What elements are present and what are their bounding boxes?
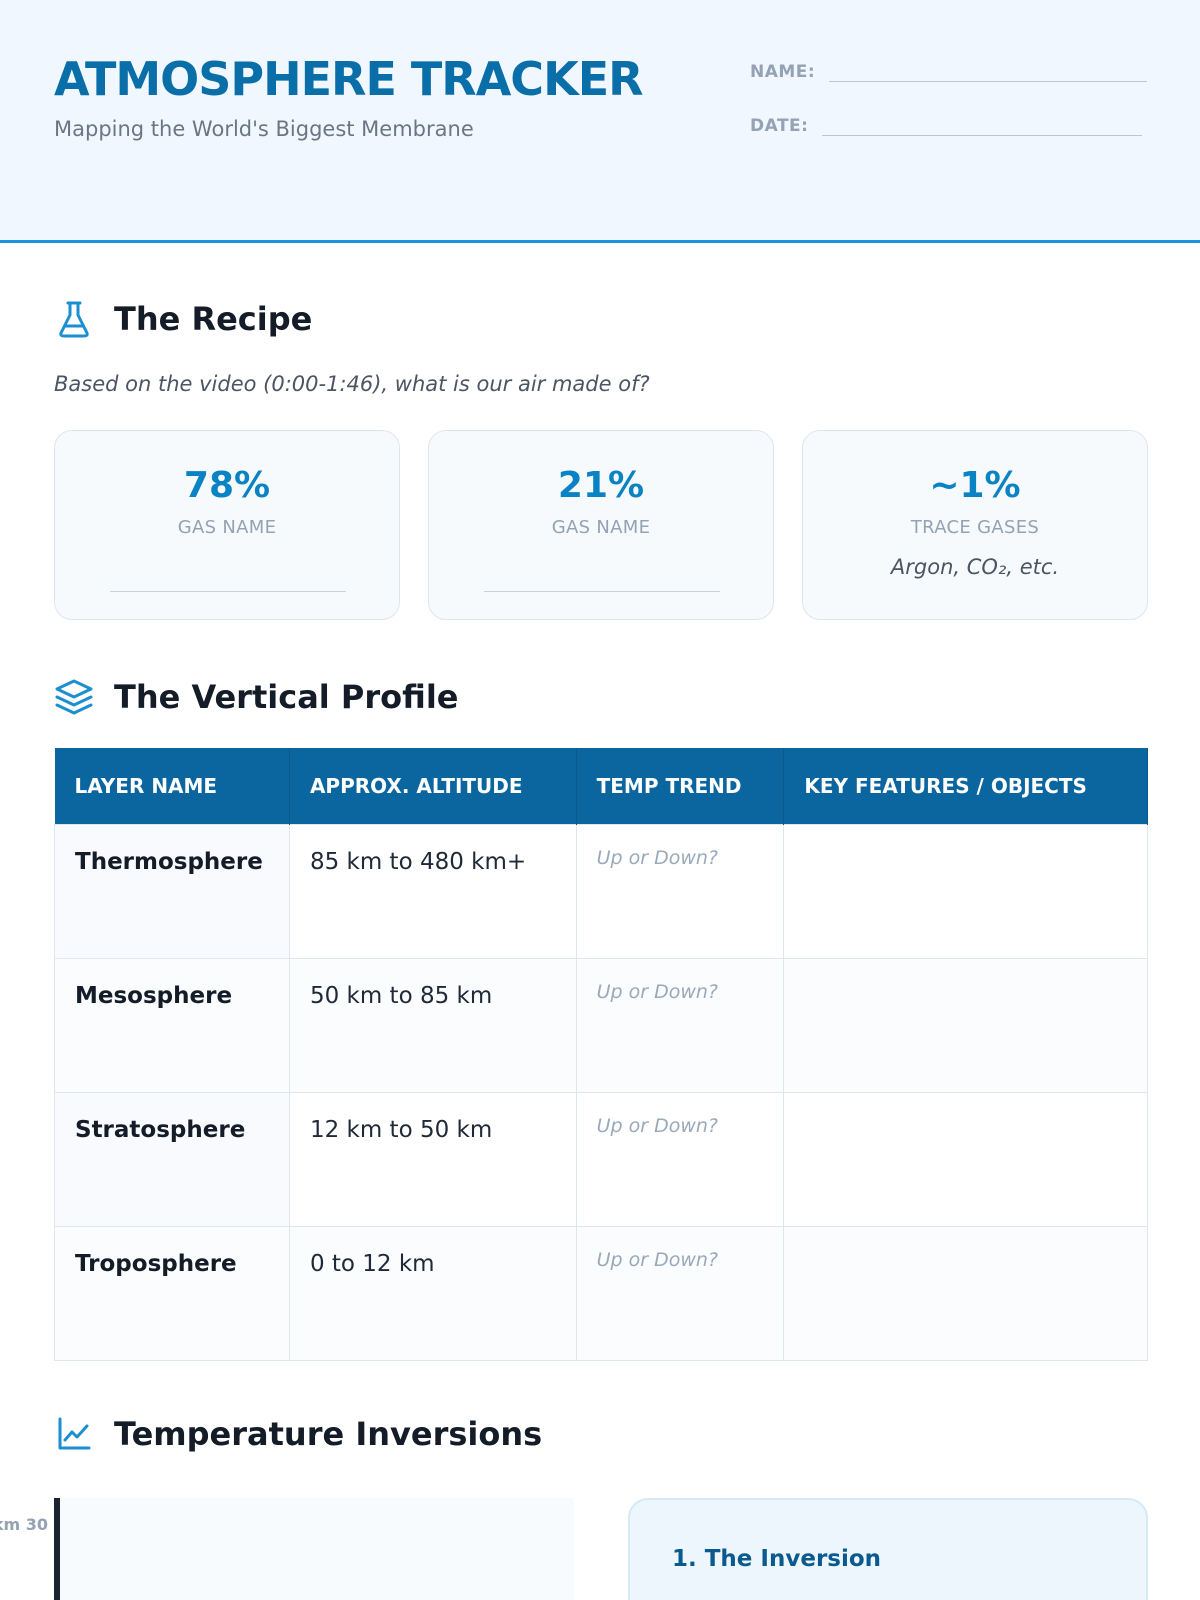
recipe-section-heading: The Recipe (54, 299, 312, 339)
name-input-line[interactable] (829, 62, 1148, 82)
column-header-altitude: APPROX. ALTITUDE (289, 748, 577, 824)
temp-trend-input[interactable]: Up or Down? (575, 957, 785, 1093)
layer-name: Thermosphere (54, 823, 290, 959)
temp-trend-input[interactable]: Up or Down? (575, 823, 785, 959)
temp-trend-input[interactable]: Up or Down? (575, 1225, 785, 1361)
recipe-prompt: Based on the video (0:00-1:46), what is … (54, 372, 650, 396)
features-input[interactable] (783, 957, 1148, 1093)
table-row: Mesosphere 50 km to 85 km Up or Down? (54, 957, 1148, 1093)
inversion-panel: 1. The Inversion (628, 1498, 1148, 1600)
layer-name: Stratosphere (54, 1091, 290, 1227)
table-row: Thermosphere 85 km to 480 km+ Up or Down… (54, 823, 1148, 959)
features-input[interactable] (783, 1225, 1148, 1361)
inversion-graph-area (54, 1498, 574, 1600)
line-chart-icon (54, 1414, 94, 1454)
inversion-panel-title: 1. The Inversion (672, 1546, 882, 1572)
layer-altitude: 85 km to 480 km+ (288, 823, 577, 959)
flask-icon (54, 299, 94, 339)
date-field[interactable]: DATE: (750, 116, 1143, 136)
column-header-layer: LAYER NAME (54, 748, 290, 824)
layer-altitude: 12 km to 50 km (288, 1091, 577, 1227)
gas-cards: 78% GAS NAME 21% GAS NAME ~1% TRACE GASE… (54, 430, 1148, 620)
column-header-temp: TEMP TREND (576, 748, 785, 824)
profile-section-heading: The Vertical Profile (54, 677, 459, 717)
layer-name: Troposphere (54, 1225, 290, 1361)
recipe-title: The Recipe (114, 300, 313, 338)
page-subtitle: Mapping the World's Biggest Membrane (54, 117, 474, 141)
temp-trend-input[interactable]: Up or Down? (575, 1091, 785, 1227)
graph-axis-tick: 30 km (0, 1515, 48, 1534)
gas-percent: ~1% (929, 465, 1021, 506)
inversions-section-heading: Temperature Inversions (54, 1414, 542, 1454)
table-header-row: LAYER NAME APPROX. ALTITUDE TEMP TREND K… (54, 748, 1148, 824)
gas-card-nitrogen: 78% GAS NAME (54, 430, 400, 620)
name-label: NAME: (750, 62, 816, 82)
gas-card-trace: ~1% TRACE GASES Argon, CO₂, etc. (802, 430, 1148, 620)
gas-card-oxygen: 21% GAS NAME (428, 430, 774, 620)
gas-answer-line[interactable] (484, 591, 720, 592)
layers-icon (54, 677, 94, 717)
graph-y-axis (54, 1498, 60, 1600)
trace-gas-note: Argon, CO₂, etc. (890, 555, 1060, 579)
layer-name: Mesosphere (54, 957, 290, 1093)
table-row: Troposphere 0 to 12 km Up or Down? (54, 1225, 1148, 1361)
features-input[interactable] (783, 1091, 1148, 1227)
layers-table: LAYER NAME APPROX. ALTITUDE TEMP TREND K… (54, 748, 1148, 1361)
layer-altitude: 50 km to 85 km (288, 957, 577, 1093)
column-header-features: KEY FEATURES / OBJECTS (783, 748, 1148, 824)
name-field[interactable]: NAME: (750, 62, 1148, 82)
page-title: ATMOSPHERE TRACKER (54, 52, 644, 106)
layer-altitude: 0 to 12 km (288, 1225, 577, 1361)
date-input-line[interactable] (822, 116, 1143, 136)
inversions-title: Temperature Inversions (114, 1415, 543, 1453)
features-input[interactable] (783, 823, 1148, 959)
profile-title: The Vertical Profile (114, 678, 459, 716)
gas-label: GAS NAME (177, 517, 277, 538)
gas-percent: 21% (557, 465, 645, 506)
gas-label: GAS NAME (551, 517, 651, 538)
page-header: ATMOSPHERE TRACKER Mapping the World's B… (0, 0, 1200, 243)
table-row: Stratosphere 12 km to 50 km Up or Down? (54, 1091, 1148, 1227)
gas-label: TRACE GASES (910, 517, 1040, 538)
date-label: DATE: (750, 116, 809, 136)
gas-answer-line[interactable] (110, 591, 346, 592)
gas-percent: 78% (183, 465, 271, 506)
